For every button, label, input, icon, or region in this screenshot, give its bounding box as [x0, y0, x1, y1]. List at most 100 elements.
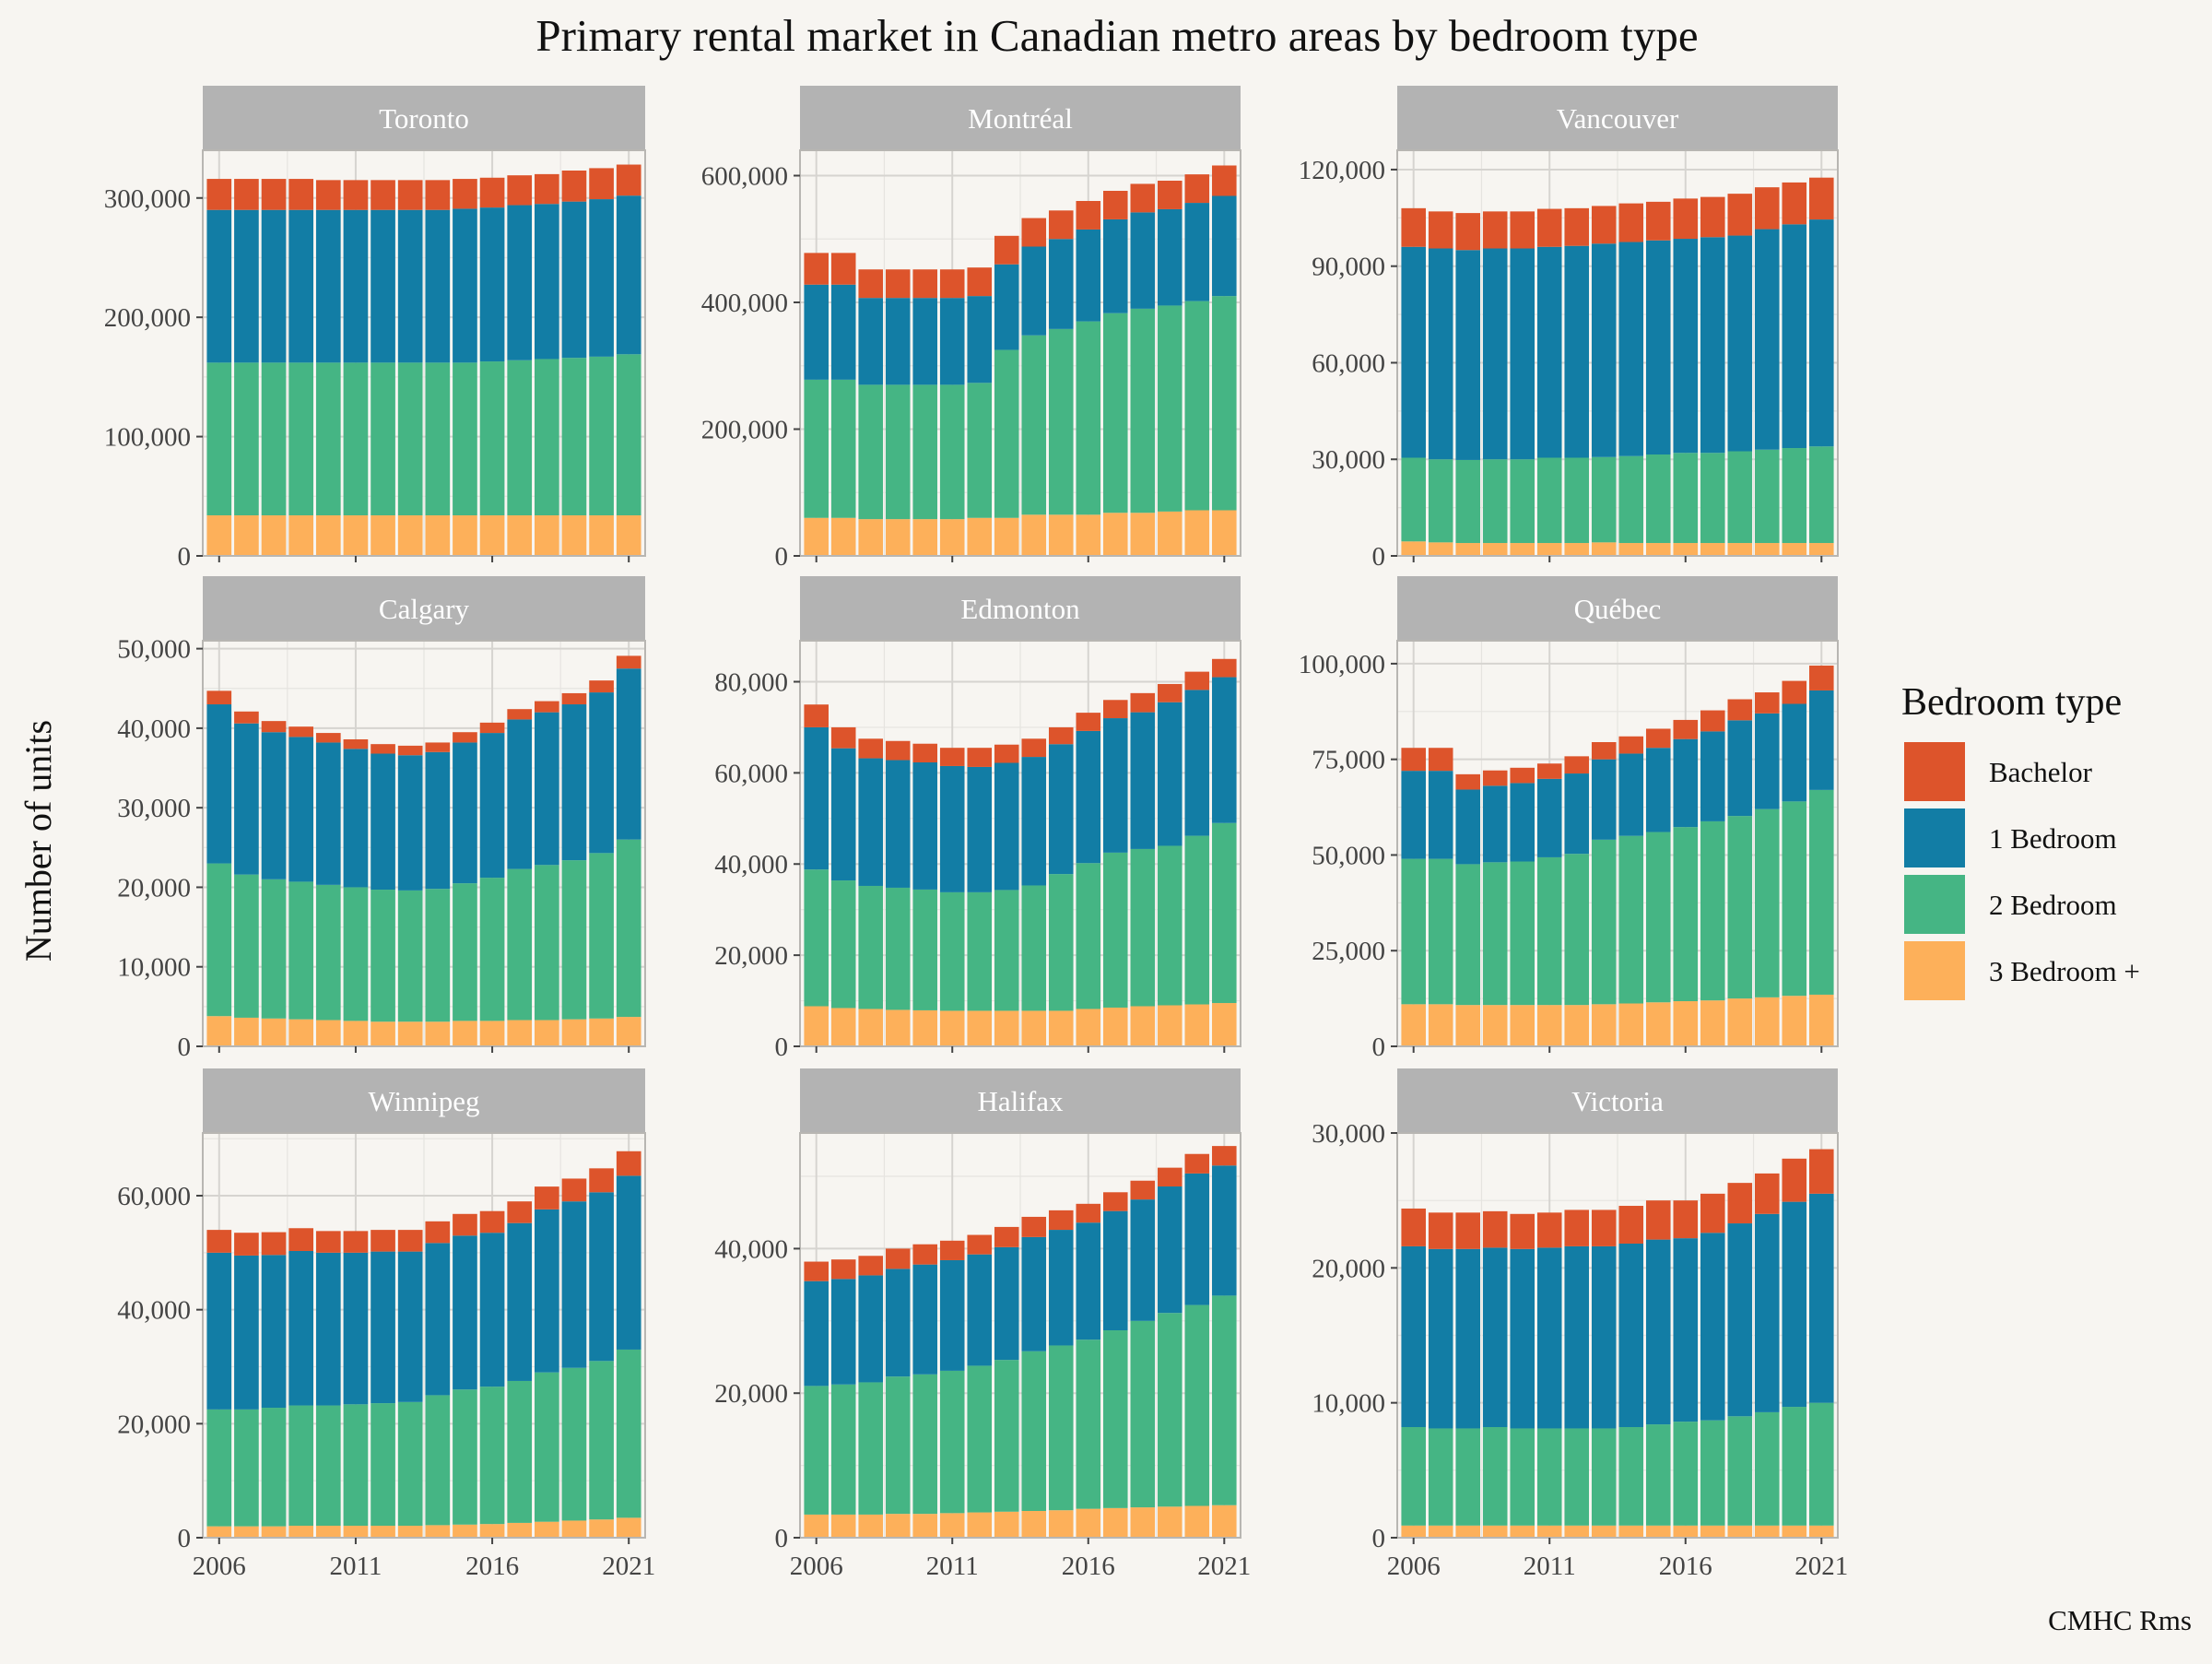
bar-2-bedroom-2011 — [343, 1404, 369, 1527]
bar-bachelor-2011 — [939, 1240, 965, 1260]
bar-3-bedroom-2014 — [1618, 1003, 1644, 1046]
bar-bachelor-2018 — [535, 1186, 559, 1210]
bar-1-bedroom-2019 — [1158, 208, 1182, 306]
bar-3-bedroom-2010 — [315, 1526, 341, 1538]
bar-1-bedroom-2006 — [804, 1280, 829, 1387]
panel-strip-label: Toronto — [379, 102, 469, 135]
bar-2-bedroom-2021 — [616, 354, 641, 515]
panel-border — [202, 1132, 646, 1539]
bar-2-bedroom-2017 — [1700, 453, 1725, 544]
bar-3-bedroom-2019 — [1158, 1005, 1182, 1046]
bar-bachelor-2013 — [994, 235, 1019, 265]
bar-1-bedroom-2015 — [1645, 1239, 1671, 1425]
bar-3-bedroom-2017 — [1700, 1000, 1725, 1046]
bar-2-bedroom-2011 — [343, 887, 369, 1021]
bar-3-bedroom-2007 — [830, 1008, 856, 1046]
legend-label-bachelor: Bachelor — [1989, 756, 2093, 788]
panel-strip — [203, 1068, 645, 1133]
bar-bachelor-2019 — [561, 171, 587, 202]
bar-bachelor-2015 — [453, 179, 477, 209]
bar-1-bedroom-2019 — [561, 201, 587, 359]
bar-3-bedroom-2021 — [1212, 1505, 1237, 1538]
bar-bachelor-2012 — [1564, 756, 1590, 774]
bar-2-bedroom-2014 — [1618, 835, 1644, 1004]
bar-2-bedroom-2018 — [1727, 451, 1753, 544]
panel-border — [1396, 640, 1839, 1047]
bar-1-bedroom-2006 — [1401, 1245, 1426, 1428]
y-tick-label: 30,000 — [1312, 1119, 1385, 1149]
bar-bachelor-2009 — [1482, 1210, 1508, 1248]
bar-3-bedroom-2019 — [1755, 543, 1780, 556]
bar-bachelor-2018 — [1727, 1183, 1753, 1224]
bar-bachelor-2014 — [1021, 1216, 1047, 1237]
bar-bachelor-2019 — [1158, 1167, 1182, 1187]
bar-3-bedroom-2021 — [1809, 543, 1834, 556]
bar-1-bedroom-2009 — [1482, 785, 1508, 863]
bar-3-bedroom-2008 — [858, 1009, 883, 1046]
bar-1-bedroom-2014 — [1618, 1243, 1644, 1428]
bar-2-bedroom-2021 — [1212, 296, 1237, 511]
panel-strip — [800, 1068, 1241, 1133]
bar-2-bedroom-2014 — [425, 1395, 451, 1526]
bar-bachelor-2019 — [561, 692, 587, 705]
bar-bachelor-2020 — [1782, 182, 1807, 225]
bar-2-bedroom-2011 — [939, 1370, 965, 1514]
bar-3-bedroom-2015 — [1645, 543, 1671, 556]
bar-3-bedroom-2020 — [1782, 543, 1807, 556]
y-tick-label: 60,000 — [714, 759, 788, 788]
bar-bachelor-2007 — [830, 253, 856, 285]
bar-1-bedroom-2013 — [397, 209, 423, 363]
bar-3-bedroom-2010 — [315, 515, 341, 556]
bar-3-bedroom-2020 — [589, 1018, 614, 1046]
bar-1-bedroom-2017 — [1700, 1233, 1725, 1421]
bar-3-bedroom-2007 — [234, 1526, 259, 1538]
bar-bachelor-2013 — [397, 1230, 423, 1252]
bar-1-bedroom-2018 — [1727, 235, 1753, 452]
bar-1-bedroom-2011 — [939, 298, 965, 385]
bar-bachelor-2010 — [315, 180, 341, 210]
bar-3-bedroom-2008 — [858, 1514, 883, 1538]
panel-strip — [1397, 1068, 1838, 1133]
bar-3-bedroom-2008 — [1455, 543, 1480, 556]
bar-1-bedroom-2017 — [1102, 218, 1128, 313]
bar-1-bedroom-2010 — [315, 1252, 341, 1406]
bar-bachelor-2015 — [453, 1213, 477, 1236]
bar-2-bedroom-2016 — [1076, 321, 1101, 515]
bar-1-bedroom-2019 — [561, 1201, 587, 1368]
bar-bachelor-2011 — [939, 748, 965, 766]
bar-3-bedroom-2020 — [589, 1519, 614, 1538]
bar-3-bedroom-2020 — [1184, 1004, 1210, 1046]
bar-1-bedroom-2007 — [830, 748, 856, 881]
bar-bachelor-2006 — [206, 690, 232, 705]
bar-1-bedroom-2020 — [1782, 224, 1807, 449]
bar-3-bedroom-2021 — [616, 515, 641, 556]
bar-2-bedroom-2006 — [206, 362, 232, 515]
bar-2-bedroom-2016 — [479, 1387, 505, 1525]
bar-bachelor-2009 — [288, 726, 313, 738]
legend-key-3-bedroom — [1904, 941, 1965, 1000]
bar-1-bedroom-2021 — [616, 1175, 641, 1350]
y-tick-label: 20,000 — [1312, 1254, 1385, 1283]
y-tick-label: 400,000 — [701, 289, 788, 318]
x-tick-label: 2011 — [329, 1552, 382, 1581]
bar-bachelor-2010 — [1510, 211, 1535, 249]
bar-3-bedroom-2017 — [1102, 1507, 1128, 1538]
y-tick-label: 20,000 — [714, 1379, 788, 1409]
bar-1-bedroom-2014 — [1618, 242, 1644, 456]
bar-2-bedroom-2010 — [912, 889, 938, 1010]
bar-3-bedroom-2019 — [1158, 1506, 1182, 1538]
bar-2-bedroom-2008 — [1455, 864, 1480, 1006]
bar-3-bedroom-2015 — [453, 1524, 477, 1538]
bar-3-bedroom-2012 — [1564, 543, 1590, 556]
bar-2-bedroom-2012 — [371, 1403, 395, 1527]
bar-3-bedroom-2015 — [1048, 1510, 1074, 1538]
panel-strip-label: Winnipeg — [368, 1085, 479, 1117]
bar-3-bedroom-2012 — [371, 515, 395, 556]
bar-3-bedroom-2006 — [1401, 541, 1426, 556]
bar-bachelor-2020 — [589, 168, 614, 200]
bar-1-bedroom-2017 — [1102, 1210, 1128, 1331]
bars — [1401, 665, 1834, 1046]
bar-1-bedroom-2020 — [589, 692, 614, 854]
y-tick-label: 0 — [178, 542, 192, 572]
bar-1-bedroom-2019 — [1755, 1213, 1780, 1412]
